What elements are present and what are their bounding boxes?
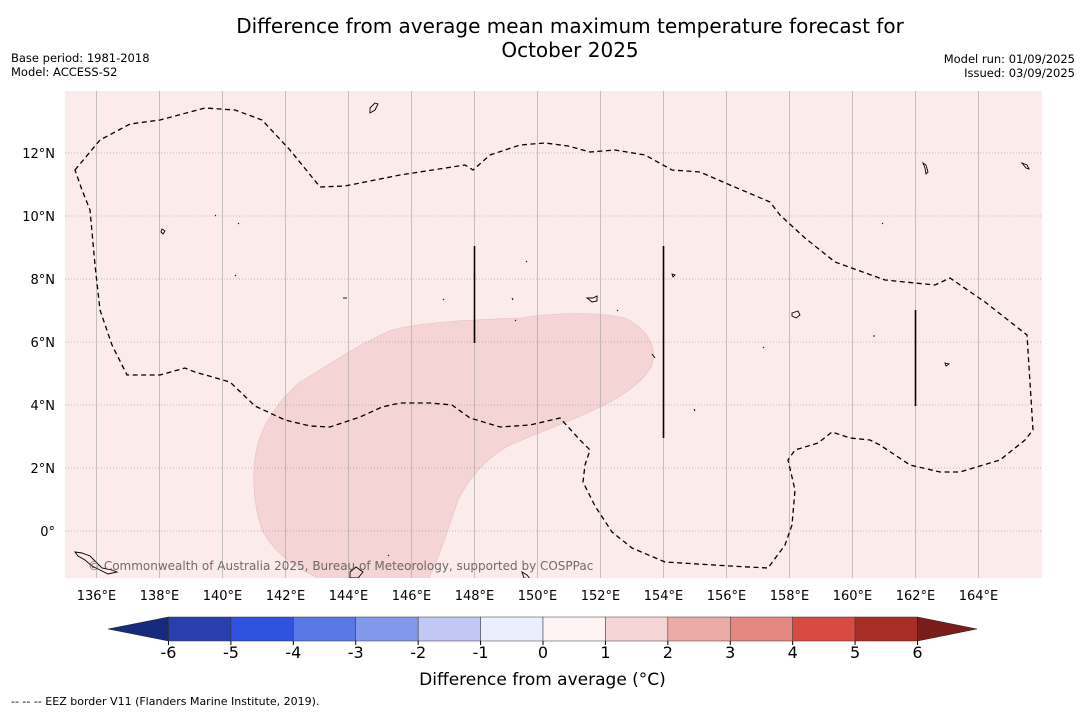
colorbar-segment xyxy=(854,616,918,642)
colorbar-tick-label: -4 xyxy=(285,643,301,662)
chart-title: Difference from average mean maximum tem… xyxy=(0,14,1085,62)
colorbar-extend-high xyxy=(917,616,978,642)
island xyxy=(349,566,364,578)
longitude-label: 154°E xyxy=(644,589,684,604)
colorbar-tick-label: 4 xyxy=(788,643,798,662)
colorbar-segment xyxy=(730,616,793,642)
longitude-label: 144°E xyxy=(329,589,369,604)
colorbar-segment xyxy=(168,616,232,642)
colorbar-tick-label: 5 xyxy=(850,643,860,662)
colorbar-segment xyxy=(667,616,731,642)
island xyxy=(944,362,951,367)
island xyxy=(369,102,379,114)
latitude-label: 8°N xyxy=(31,273,56,288)
island xyxy=(73,551,119,575)
longitude-labels: 136°E 138°E 140°E 142°E 144°E 146°E 148°E 150°E… xyxy=(77,589,999,604)
island xyxy=(214,214,217,217)
colorbar-tick-label: 0 xyxy=(538,643,548,662)
longitude-label: 160°E xyxy=(833,589,873,604)
colorbar-tick-label: -1 xyxy=(473,643,489,662)
colorbar-tick-label: 2 xyxy=(663,643,673,662)
longitude-label: 140°E xyxy=(203,589,243,604)
model-name: Model: ACCESS-S2 xyxy=(11,65,118,79)
island xyxy=(521,570,530,578)
island xyxy=(791,310,801,319)
island xyxy=(160,228,166,235)
eez-footnote: -- -- -- EEZ border V11 (Flanders Marine… xyxy=(11,695,320,708)
island xyxy=(693,408,696,412)
title-line-2: October 2025 xyxy=(501,38,639,62)
island xyxy=(585,295,598,303)
eez-meridian-segments xyxy=(473,246,917,438)
latitude-label: 10°N xyxy=(22,210,55,225)
latitude-label: 12°N xyxy=(22,147,55,162)
colorbar-segment xyxy=(230,616,294,642)
colorbar-tick-label: -3 xyxy=(348,643,364,662)
anomaly-region xyxy=(253,313,654,578)
base-period: Base period: 1981-2018 xyxy=(11,51,150,65)
latitude-label: 4°N xyxy=(31,399,56,414)
longitude-label: 158°E xyxy=(770,589,810,604)
island xyxy=(881,222,884,225)
longitude-label: 150°E xyxy=(518,589,558,604)
island xyxy=(922,161,929,175)
longitude-label: 162°E xyxy=(896,589,936,604)
longitude-label: 146°E xyxy=(392,589,432,604)
colorbar-tick-label: -5 xyxy=(223,643,239,662)
island xyxy=(387,554,390,557)
island xyxy=(616,309,619,312)
colorbar-segment xyxy=(355,616,419,642)
island xyxy=(651,353,656,359)
colorbar-ticks: -6 -5 -4 -3 -2 -1 0 1 2 3 4 5 6 xyxy=(161,641,923,662)
island xyxy=(237,222,240,225)
latitude-label: 0° xyxy=(40,525,55,540)
island xyxy=(234,274,237,277)
latitude-labels: 12°N 10°N 8°N 6°N 4°N 2°N 0° xyxy=(22,147,55,540)
colorbar-segment xyxy=(792,616,856,642)
meta-right: Model run: 01/09/2025 Issued: 03/09/2025 xyxy=(944,52,1075,80)
model-run: Model run: 01/09/2025 xyxy=(943,52,1075,66)
island xyxy=(1020,161,1030,170)
island xyxy=(525,260,528,263)
colorbar-segment xyxy=(417,616,481,642)
islands xyxy=(73,102,1030,578)
longitude-label: 138°E xyxy=(140,589,180,604)
island xyxy=(511,297,514,301)
longitude-label: 142°E xyxy=(266,589,306,604)
island xyxy=(671,273,676,278)
longitude-label: 148°E xyxy=(455,589,495,604)
issued-date: Issued: 03/09/2025 xyxy=(964,66,1075,80)
longitude-label: 156°E xyxy=(707,589,747,604)
latitude-label: 6°N xyxy=(31,336,56,351)
colorbar-tick-label: 3 xyxy=(725,643,735,662)
island xyxy=(442,298,445,301)
island xyxy=(762,346,765,349)
copyright-text: © Commonwealth of Australia 2025, Bureau… xyxy=(88,559,593,573)
longitude-label: 164°E xyxy=(959,589,999,604)
colorbar-segment xyxy=(480,616,544,642)
colorbar xyxy=(107,616,978,642)
colorbar-label: Difference from average (°C) xyxy=(419,670,666,690)
longitude-label: 152°E xyxy=(581,589,621,604)
colorbar-extend-low xyxy=(107,616,169,642)
colorbar-segment xyxy=(293,616,357,642)
colorbar-segment xyxy=(605,616,669,642)
meta-left: Base period: 1981-2018 Model: ACCESS-S2 xyxy=(11,51,150,79)
colorbar-tick-label: 1 xyxy=(600,643,610,662)
island xyxy=(514,319,517,322)
colorbar-tick-label: 6 xyxy=(912,643,922,662)
longitude-label: 136°E xyxy=(77,589,117,604)
latitude-label: 2°N xyxy=(31,462,56,477)
colorbar-tick-label: -2 xyxy=(410,643,426,662)
colorbar-segment xyxy=(542,616,606,642)
title-line-1: Difference from average mean maximum tem… xyxy=(236,14,904,38)
colorbar-tick-label: -6 xyxy=(161,643,177,662)
